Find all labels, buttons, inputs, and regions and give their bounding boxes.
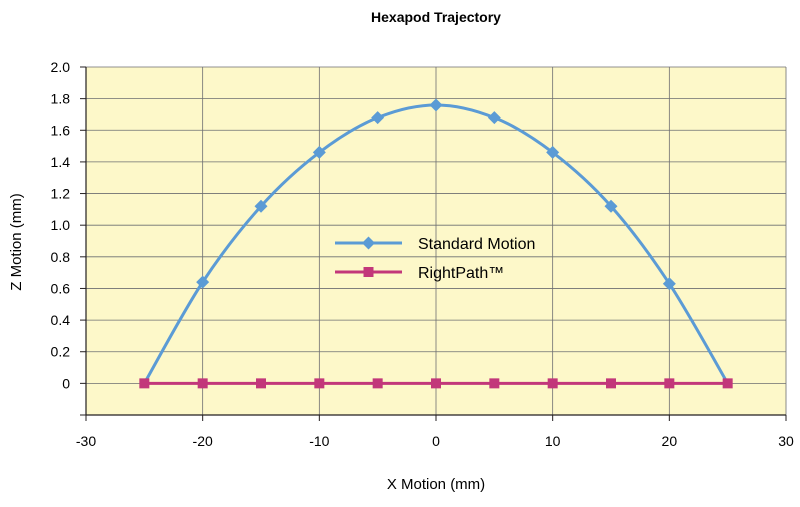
y-tick-label: 0 [62, 375, 70, 391]
x-tick-label: 10 [545, 433, 561, 449]
x-tick-labels: -30 -20 -10 0 10 20 30 [76, 433, 794, 449]
data-point [664, 378, 675, 389]
data-point [604, 199, 618, 213]
legend-item: RightPath™ [335, 265, 504, 282]
data-point [722, 378, 733, 389]
y-tick-label: 1.8 [51, 91, 71, 107]
y-tick-label: 1.2 [51, 186, 71, 202]
series-standard-motion [143, 98, 729, 385]
y-tick-label: 0.4 [51, 312, 71, 328]
data-point [256, 378, 266, 389]
x-tick-label: 0 [432, 433, 440, 449]
y-tick-label: 0.6 [51, 280, 71, 296]
data-point [196, 275, 210, 289]
data-point [197, 378, 208, 389]
legend-label: Standard Motion [418, 236, 535, 253]
x-tick-label: 30 [778, 433, 794, 449]
data-point [547, 378, 558, 389]
data-point [606, 378, 616, 389]
y-tick-label: 1.4 [51, 154, 71, 170]
x-tick-label: -20 [193, 433, 213, 449]
series-rightpath [139, 378, 733, 389]
x-tick-label: -10 [309, 433, 329, 449]
y-tick-label: 0.8 [51, 249, 71, 265]
data-point [662, 277, 676, 291]
data-point [489, 378, 500, 389]
y-axis-label: Z Motion (mm) [8, 193, 25, 291]
series-group [139, 98, 733, 389]
legend: Standard Motion RightPath™ [335, 236, 535, 282]
data-point [254, 199, 268, 213]
data-point [431, 378, 441, 389]
x-tick-label: 20 [662, 433, 678, 449]
chart-title: Hexapod Trajectory [371, 9, 501, 25]
legend-marker [363, 267, 374, 277]
y-tick-label: 0.2 [51, 344, 71, 360]
data-point [372, 378, 383, 389]
legend-marker [362, 236, 375, 250]
data-point [487, 111, 501, 125]
y-tick-label: 1.0 [51, 217, 71, 233]
x-tick-label: -30 [76, 433, 96, 449]
data-point [139, 378, 150, 389]
x-axis-label: X Motion (mm) [387, 476, 485, 493]
data-point [546, 145, 560, 159]
data-point [371, 111, 385, 125]
axes [80, 66, 787, 421]
data-point [312, 145, 326, 159]
y-tick-labels: 0 0.2 0.4 0.6 0.8 1.0 1.2 1.4 1.6 1.8 2.0 [51, 59, 71, 391]
legend-item: Standard Motion [335, 236, 535, 253]
data-point [429, 98, 443, 112]
y-tick-label: 1.6 [51, 122, 71, 138]
y-tick-label: 2.0 [51, 59, 71, 75]
data-point [314, 378, 325, 389]
legend-label: RightPath™ [418, 265, 504, 282]
